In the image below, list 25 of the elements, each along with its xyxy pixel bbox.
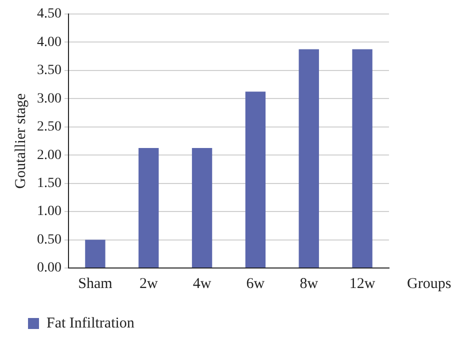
- y-tick-label: 2.00: [37, 148, 62, 163]
- legend-label: Fat Infiltration: [46, 315, 135, 332]
- bar: [192, 148, 212, 268]
- y-tick-label: 4.00: [37, 34, 62, 50]
- y-axis-title: Goutallier stage: [12, 92, 29, 189]
- x-tick-label: 2w: [139, 276, 158, 292]
- x-tick-label: Sham: [78, 276, 113, 292]
- y-tick-label: 0.50: [37, 232, 62, 248]
- x-tick-label: 12w: [349, 276, 376, 292]
- x-tick-label: 4w: [192, 276, 212, 292]
- bar: [298, 49, 319, 268]
- x-tick-label: 6w: [246, 276, 265, 292]
- y-tick-label: 1.50: [37, 176, 62, 192]
- y-tick-label: 3.00: [37, 91, 62, 106]
- y-tick-label: 3.50: [37, 63, 62, 78]
- bar: [352, 49, 372, 268]
- bar: [85, 240, 106, 268]
- bar: [138, 148, 159, 268]
- y-tick-label: 4.50: [37, 6, 62, 22]
- x-axis-title: Groups: [407, 276, 452, 292]
- bar: [245, 92, 266, 268]
- y-tick-label: 0.00: [37, 260, 62, 276]
- x-tick-label: 8w: [300, 276, 318, 292]
- y-tick-label: 1.00: [37, 204, 62, 220]
- y-tick-label: 2.50: [37, 120, 62, 135]
